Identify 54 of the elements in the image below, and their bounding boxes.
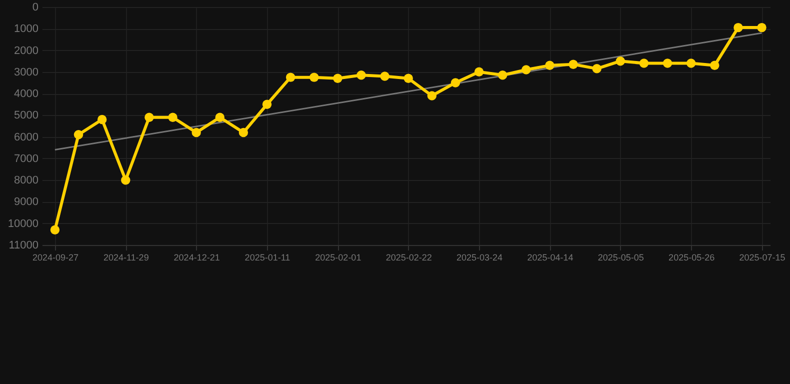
point xyxy=(498,70,508,80)
y-tick-label: 11000 xyxy=(8,240,38,252)
y-tick-label: 2000 xyxy=(14,44,38,57)
point xyxy=(710,60,720,70)
x-tick-label: 2025-01-11 xyxy=(244,252,290,262)
x-tick-label: 2024-11-29 xyxy=(103,252,149,262)
point xyxy=(380,72,390,81)
point xyxy=(686,58,696,68)
point xyxy=(474,67,484,77)
y-tick-label: 5000 xyxy=(14,110,38,122)
y-tick-label: 10000 xyxy=(8,218,38,230)
point xyxy=(568,60,578,69)
point xyxy=(404,74,413,83)
y-tick-label: 1000 xyxy=(14,23,38,36)
point xyxy=(757,22,766,32)
point xyxy=(522,65,531,74)
point xyxy=(168,112,178,122)
x-tick-label: 2024-09-27 xyxy=(32,252,78,262)
x-tick-label: 2025-05-26 xyxy=(668,252,715,262)
y-tick-label: 0 xyxy=(32,2,38,14)
point xyxy=(639,58,649,68)
point xyxy=(616,56,626,66)
y-tick-label: 4000 xyxy=(14,88,38,100)
x-tick-label: 2025-03-24 xyxy=(456,252,503,262)
point xyxy=(310,72,319,82)
y-tick-label: 9000 xyxy=(14,196,38,208)
point xyxy=(734,22,743,32)
y-tick-label: 6000 xyxy=(14,131,38,144)
point xyxy=(50,225,60,234)
x-tick-label: 2025-02-22 xyxy=(386,252,432,262)
point xyxy=(592,64,602,74)
point xyxy=(333,74,342,83)
y-tick-label: 7000 xyxy=(14,152,38,165)
y-tick-label: 3000 xyxy=(14,66,38,78)
x-tick-label: 2025-05-05 xyxy=(598,252,644,262)
point xyxy=(286,72,296,82)
x-tick-label: 2025-02-01 xyxy=(315,252,362,262)
x-tick-label: 2025-07-15 xyxy=(739,252,786,262)
point xyxy=(144,112,154,122)
point xyxy=(662,58,672,68)
point xyxy=(215,112,224,122)
point xyxy=(262,100,272,109)
x-tick-label: 2024-12-21 xyxy=(174,252,220,262)
point xyxy=(192,128,201,138)
point xyxy=(74,130,84,140)
point xyxy=(238,128,248,138)
x-tick-label: 2025-04-14 xyxy=(527,252,574,262)
point xyxy=(427,91,437,100)
y-tick-label: 8000 xyxy=(14,174,38,187)
point xyxy=(545,60,554,70)
point xyxy=(121,175,130,185)
point xyxy=(97,114,107,124)
point xyxy=(356,70,366,80)
point xyxy=(450,78,460,88)
